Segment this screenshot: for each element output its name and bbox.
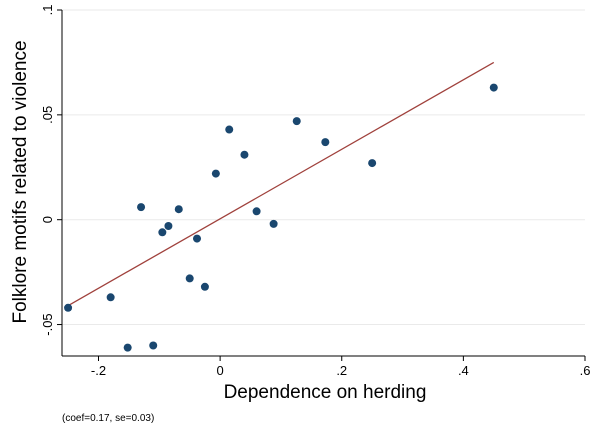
data-point	[158, 228, 167, 237]
data-point	[225, 125, 234, 134]
x-tick-label: 0	[216, 363, 223, 378]
y-tick-label: -.05	[40, 313, 55, 335]
x-tick-label: .2	[336, 363, 347, 378]
data-point	[64, 303, 73, 312]
data-point	[200, 282, 209, 291]
axes	[57, 9, 586, 361]
y-tick-label: .05	[40, 106, 55, 124]
coefficient-note: (coef=0.17, se=0.03)	[62, 413, 154, 424]
x-tick-label: .4	[458, 363, 469, 378]
data-point	[123, 343, 132, 352]
data-point	[292, 117, 301, 126]
data-point	[149, 341, 158, 350]
data-point	[252, 207, 261, 216]
data-point	[106, 293, 115, 302]
fit-line-group	[67, 61, 495, 307]
data-point	[185, 274, 194, 283]
data-point	[240, 150, 249, 159]
data-point	[368, 159, 377, 168]
data-point	[164, 221, 173, 230]
y-tick-label: 0	[40, 216, 55, 223]
data-points	[64, 83, 498, 352]
data-point	[137, 203, 146, 212]
data-point	[321, 138, 330, 147]
data-point	[489, 83, 498, 92]
y-tick-label: .1	[40, 5, 55, 16]
x-tick-label: .6	[580, 363, 590, 378]
data-point	[174, 205, 183, 214]
y-axis-title: Folklore motifs related to violence	[10, 40, 31, 323]
data-point	[193, 234, 202, 243]
fit-line	[67, 61, 495, 307]
data-point	[269, 219, 278, 228]
x-axis-title: Dependence on herding	[224, 382, 427, 403]
data-point	[211, 169, 220, 178]
x-tick-label: -.2	[91, 363, 106, 378]
tick-labels: -.05 0 .05 .1 -.2 0 .2 .4 .6	[40, 5, 590, 378]
grid-lines	[62, 9, 585, 326]
